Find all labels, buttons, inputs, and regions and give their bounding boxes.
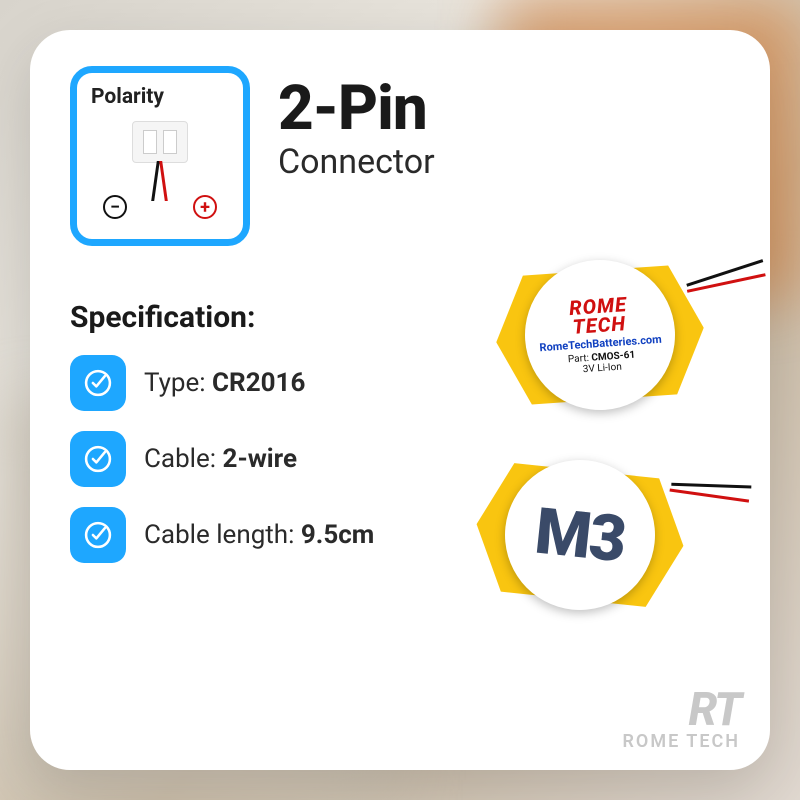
spec-label: Cable: bbox=[144, 444, 223, 474]
wire-red bbox=[159, 161, 168, 201]
product-card: Polarity − + 2-Pin Connector Specificati… bbox=[30, 30, 770, 770]
spec-value: CR2016 bbox=[212, 368, 305, 398]
wire-black bbox=[151, 161, 160, 201]
title-block: 2-Pin Connector bbox=[278, 78, 435, 182]
polarity-minus-icon: − bbox=[103, 195, 127, 219]
spec-value: 9.5cm bbox=[301, 520, 374, 550]
battery-top: ROME TECH RomeTechBatteries.com Part: CM… bbox=[464, 241, 735, 429]
title-subtitle: Connector bbox=[278, 142, 435, 182]
spec-value: 2-wire bbox=[223, 444, 297, 474]
battery-zone: ROME TECH RomeTechBatteries.com Part: CM… bbox=[370, 250, 750, 670]
spec-text: Cable length: 9.5cm bbox=[144, 520, 374, 550]
spec-text: Cable: 2-wire bbox=[144, 444, 297, 474]
header-row: Polarity − + 2-Pin Connector bbox=[70, 66, 730, 246]
watermark-text: ROME TECH bbox=[622, 731, 740, 752]
spec-text: Type: CR2016 bbox=[144, 368, 305, 398]
connector-wires bbox=[150, 161, 170, 201]
spec-label: Type: bbox=[144, 368, 212, 398]
battery-bottom: M3 bbox=[442, 437, 718, 633]
check-icon bbox=[70, 431, 126, 487]
polarity-title: Polarity bbox=[91, 85, 229, 109]
connector-plug-icon bbox=[132, 121, 188, 163]
polarity-box: Polarity − + bbox=[70, 66, 250, 246]
check-icon bbox=[70, 355, 126, 411]
brand-line2: TECH bbox=[572, 314, 627, 337]
lead-wires bbox=[687, 278, 771, 343]
lead-red bbox=[669, 489, 749, 503]
lead-black bbox=[671, 483, 751, 489]
check-icon bbox=[70, 507, 126, 563]
watermark: RT ROME TECH bbox=[622, 692, 740, 752]
spec-label: Cable length: bbox=[144, 520, 301, 550]
title-main: 2-Pin bbox=[278, 78, 435, 140]
voltage: 3V Li-Ion bbox=[582, 361, 622, 375]
watermark-logo: RT bbox=[688, 692, 740, 729]
m3-label: M3 bbox=[532, 493, 629, 577]
polarity-plus-icon: + bbox=[193, 195, 217, 219]
